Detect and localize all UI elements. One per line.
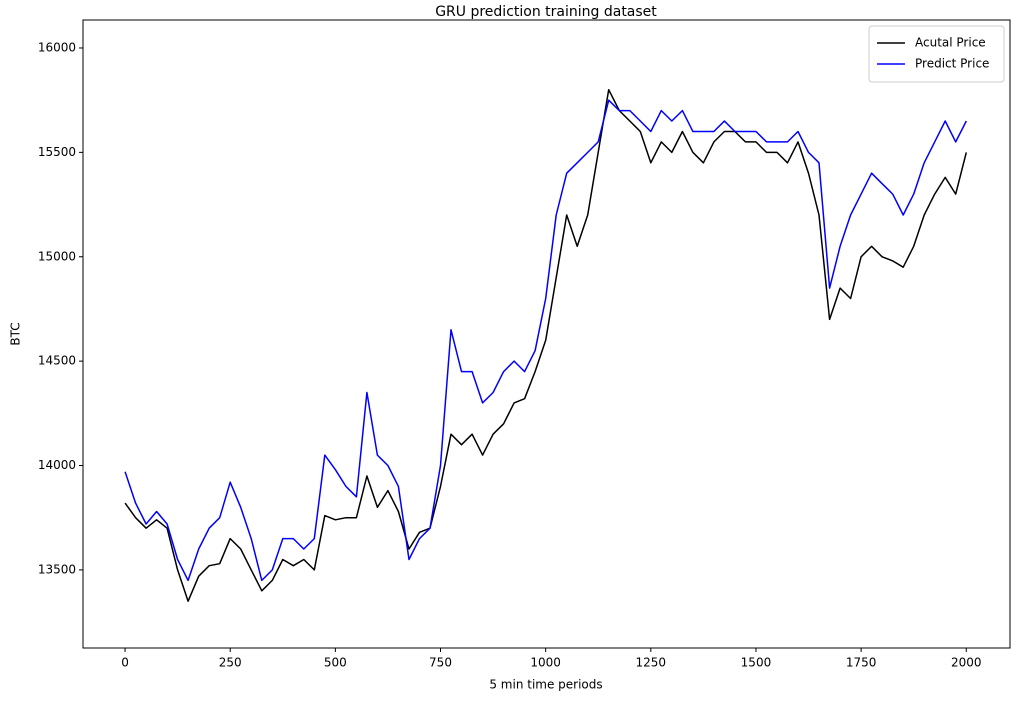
x-tick-label: 1250 (636, 656, 667, 670)
series-line (124, 88, 968, 602)
x-tick-label: 1000 (530, 656, 561, 670)
chart-title: GRU prediction training dataset (435, 4, 657, 20)
legend-label: Predict Price (915, 57, 989, 71)
y-tick-label: 16000 (38, 40, 76, 54)
series-line (124, 99, 967, 582)
plot-frame (82, 19, 1011, 649)
x-tick-label: 1500 (741, 656, 772, 670)
y-axis-label: BTC (9, 322, 23, 345)
x-tick-label: 250 (219, 656, 242, 670)
y-tick-label: 14500 (38, 354, 76, 368)
x-axis-label: 5 min time periods (489, 678, 602, 692)
x-tick-label: 1750 (846, 656, 877, 670)
legend-label: Acutal Price (915, 36, 986, 50)
x-tick-label: 750 (429, 656, 452, 670)
x-tick-label: 2000 (951, 656, 982, 670)
y-tick-label: 13500 (38, 562, 76, 576)
x-tick-label: 500 (324, 656, 347, 670)
legend-box (868, 25, 1005, 83)
y-tick-label: 15000 (38, 249, 76, 263)
y-tick-label: 15500 (38, 145, 76, 159)
x-tick-label: 0 (121, 656, 129, 670)
y-tick-label: 14000 (38, 458, 76, 472)
